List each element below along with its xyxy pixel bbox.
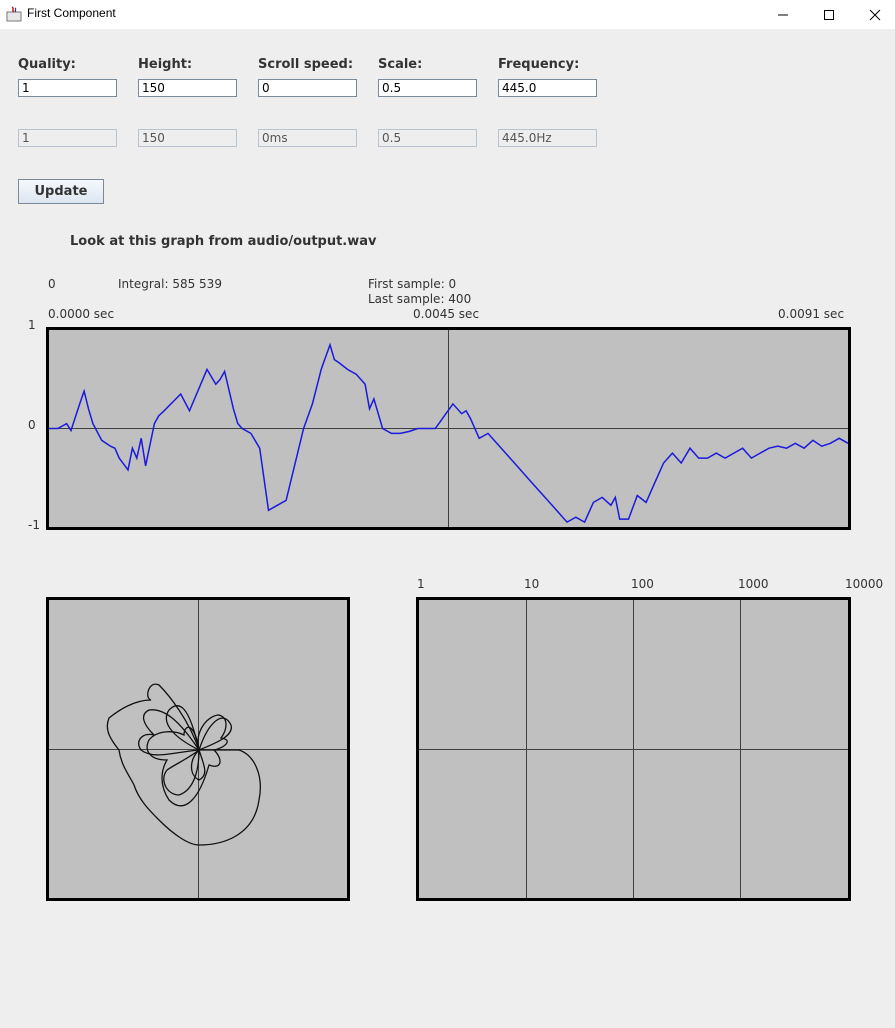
spectrum-panel	[416, 597, 851, 901]
height-readout: 150	[138, 129, 237, 147]
frequency-input[interactable]: 445.0	[498, 79, 597, 97]
polar-curve	[106, 683, 261, 846]
spectrum-tick-100: 100	[631, 577, 654, 591]
sample-index: 0	[48, 277, 56, 291]
height-input[interactable]: 150	[138, 79, 237, 97]
update-button[interactable]: Update	[18, 179, 104, 204]
frequency-readout: 445.0Hz	[498, 129, 597, 147]
maximize-button[interactable]	[806, 0, 852, 29]
waveform-chart	[49, 330, 848, 527]
polar-plot-panel	[46, 597, 350, 901]
java-app-icon	[6, 6, 22, 22]
y-axis-max-label: 1	[28, 318, 36, 332]
graph-heading: Look at this graph from audio/output.wav	[70, 234, 377, 249]
quality-input[interactable]: 1	[18, 79, 117, 97]
frequency-label: Frequency:	[498, 57, 580, 72]
quality-readout: 1	[18, 129, 117, 147]
minimize-icon	[778, 14, 788, 15]
scale-readout: 0.5	[378, 129, 477, 147]
first-sample: First sample: 0	[368, 277, 457, 291]
scroll-speed-input[interactable]: 0	[258, 79, 357, 97]
y-axis-zero-label: 0	[28, 418, 36, 432]
close-icon	[869, 9, 881, 20]
last-sample: Last sample: 400	[368, 292, 472, 306]
quality-label: Quality:	[18, 57, 76, 72]
waveform-panel	[46, 327, 851, 530]
waveform-series-line	[49, 342, 848, 524]
time-start-label: 0.0000 sec	[48, 307, 115, 321]
height-label: Height:	[138, 57, 193, 72]
scale-input[interactable]: 0.5	[378, 79, 477, 97]
window-title: First Component	[27, 6, 116, 20]
polar-plot	[49, 600, 347, 898]
time-end-label: 0.0091 sec	[778, 307, 845, 321]
maximize-icon	[824, 9, 834, 20]
integral-value: Integral: 585 539	[118, 277, 222, 291]
spectrum-tick-1: 1	[417, 577, 425, 591]
minimize-button[interactable]	[760, 0, 806, 29]
title-bar: First Component	[0, 0, 895, 29]
spectrum-tick-1000: 1000	[738, 577, 769, 591]
y-axis-min-label: -1	[28, 518, 40, 532]
scroll-speed-label: Scroll speed:	[258, 57, 354, 72]
scroll-speed-readout: 0ms	[258, 129, 357, 147]
spectrum-grid	[419, 600, 848, 898]
spectrum-tick-10000: 10000	[845, 577, 884, 591]
spectrum-tick-10: 10	[524, 577, 540, 591]
time-mid-label: 0.0045 sec	[413, 307, 480, 321]
close-button[interactable]	[852, 0, 895, 29]
scale-label: Scale:	[378, 57, 423, 72]
